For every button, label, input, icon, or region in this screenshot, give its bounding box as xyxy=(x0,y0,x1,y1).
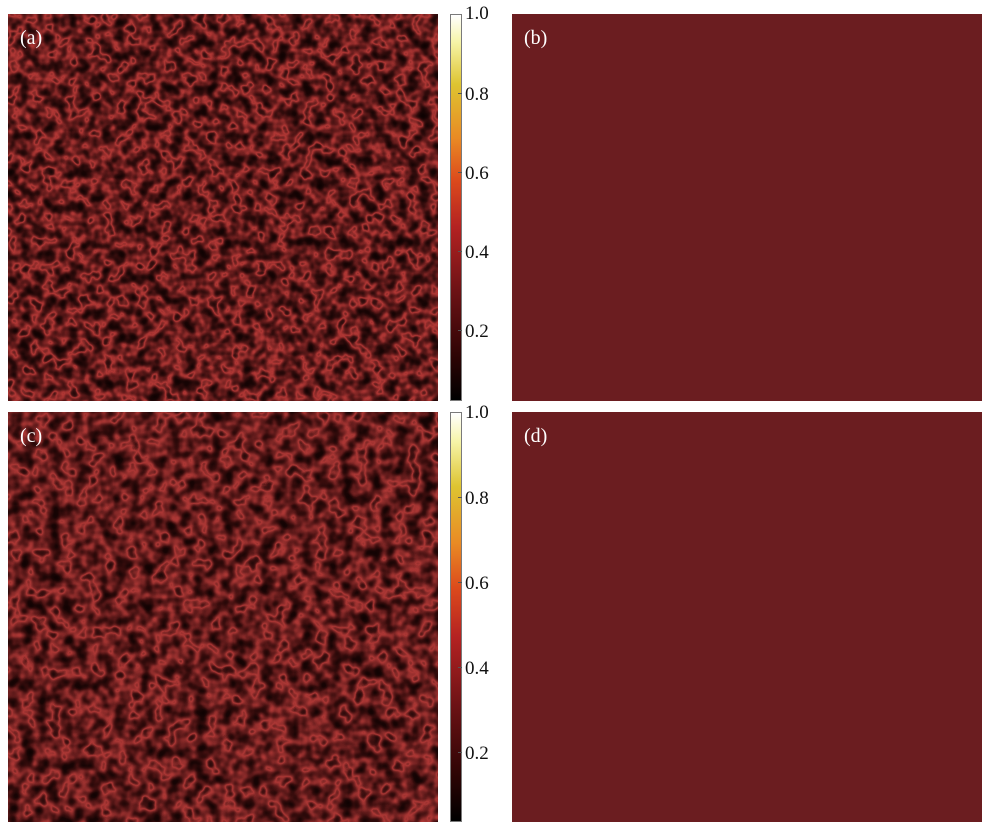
panel-b: (b) xyxy=(512,14,982,401)
colorbar-top-tick xyxy=(458,251,462,252)
colorbar-bottom-label-0-2: 0.2 xyxy=(465,743,489,764)
colorbar-top-label-1-0: 1.0 xyxy=(465,3,489,24)
colorbar-top-label-0-8: 0.8 xyxy=(465,84,489,105)
colorbar-bottom-tick xyxy=(458,582,462,583)
panel-a: (a) xyxy=(8,14,438,401)
colorbar-bottom-tick xyxy=(458,752,462,753)
colorbar-bottom-tick xyxy=(458,497,462,498)
colorbar-top-label-0-2: 0.2 xyxy=(465,321,489,342)
colorbar-bottom-label-0-8: 0.8 xyxy=(465,488,489,509)
panel-d: (d) xyxy=(512,412,982,822)
speckle-image-a xyxy=(8,14,438,401)
colorbar-bottom-label-0-4: 0.4 xyxy=(465,658,489,679)
panel-c: (c) xyxy=(8,412,438,822)
colorbar-top-label-0-4: 0.4 xyxy=(465,242,489,263)
colorbar-bottom-label-0-6: 0.6 xyxy=(465,573,489,594)
colorbar-bottom-tick xyxy=(458,667,462,668)
colorbar-top xyxy=(450,14,462,401)
speckle-image-c xyxy=(8,412,438,822)
panel-label-b: (b) xyxy=(524,27,548,49)
colorbar-bottom-label-1-0: 1.0 xyxy=(465,402,489,423)
colorbar-top-tick xyxy=(458,330,462,331)
panel-label-d: (d) xyxy=(524,425,548,447)
colorbar-top-label-0-6: 0.6 xyxy=(465,163,489,184)
colorbar-bottom xyxy=(450,412,462,822)
colorbar-top-tick xyxy=(458,172,462,173)
colorbar-top-tick xyxy=(458,93,462,94)
